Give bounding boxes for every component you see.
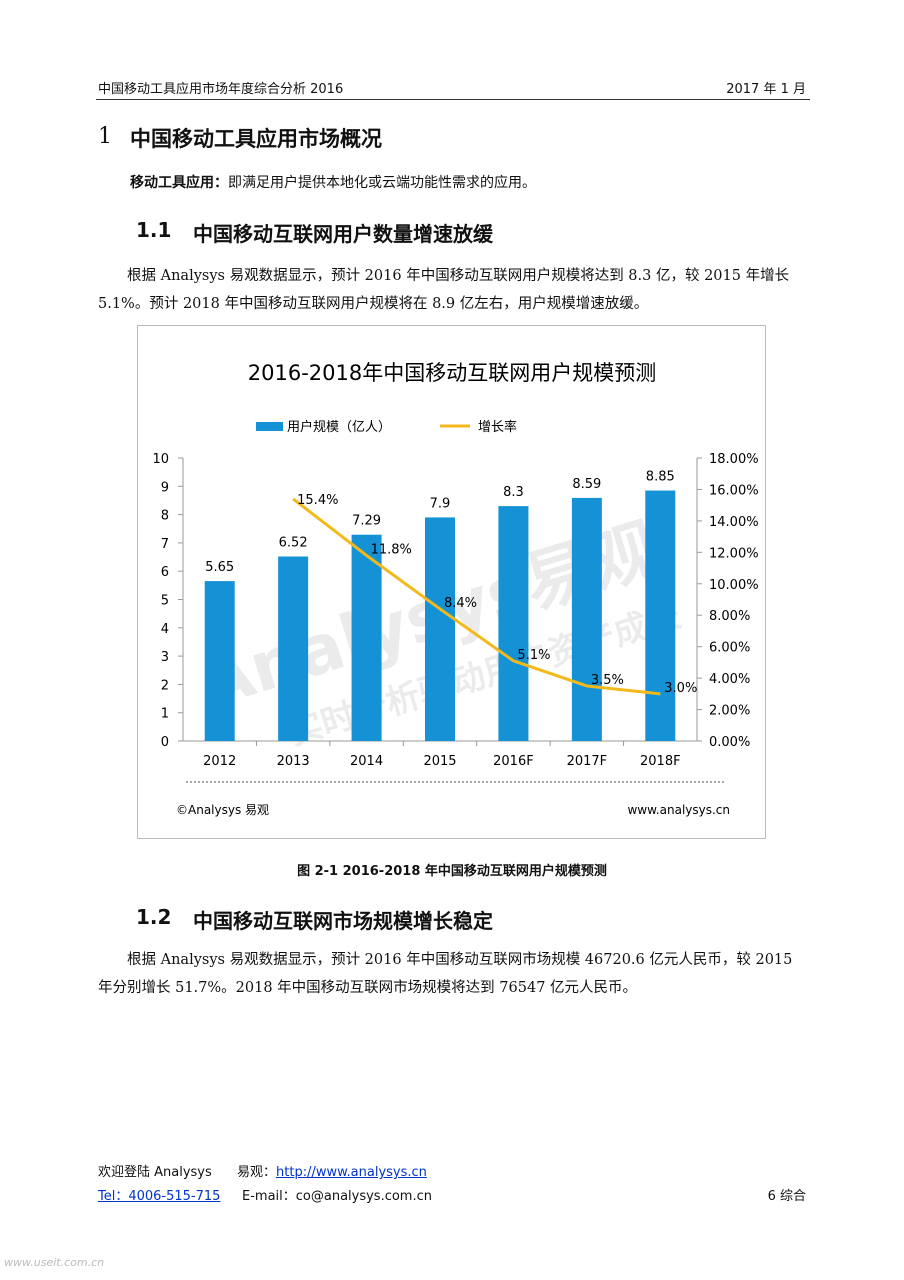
caption: 图 2-1 2016-2018 年中国移动互联网用户规模预测 [297,864,607,879]
legend-swatch [256,422,283,431]
bar [204,581,235,741]
y2-tick-label: 4.00% [709,672,750,687]
footer-brand: 易观： [237,1165,277,1180]
y2-tick-label: 14.00% [709,515,759,530]
y-tick-label: 10 [152,452,169,467]
y-tick-label: 8 [161,509,169,524]
chart-website: www.analysys.cn [627,803,730,817]
bar-label: 5.65 [205,560,234,575]
bar-label: 6.52 [279,535,308,550]
line-label: 3.0% [664,681,697,696]
footer-link[interactable]: http://www.analysys.cn [276,1165,427,1180]
x-tick-label: 2016F [493,754,534,769]
bar-label: 8.59 [572,477,601,492]
y-tick-label: 7 [161,537,169,552]
line-label: 3.5% [591,673,624,688]
section-title: 中国移动互联网用户数量增速放缓 [193,222,493,246]
bar [425,517,455,741]
bar [645,490,676,741]
y-tick-label: 0 [161,735,169,750]
line-label: 8.4% [444,596,477,611]
y-tick-label: 6 [161,565,169,580]
header-right: 2017 年 1 月 [726,82,806,97]
y2-tick-label: 8.00% [709,609,750,624]
footer-page: 6 综合 [767,1189,806,1204]
footer-email: E-mail：co@analysys.com.cn [242,1189,432,1204]
paragraph: 根据 Analysys 易观数据显示，预计 2016 年中国移动互联网市场规模 … [98,952,793,996]
y-tick-label: 3 [161,650,169,665]
footer-tel: Tel：4006-515-715 [98,1189,221,1204]
y-tick-label: 9 [161,480,169,495]
definition-text: 即满足用户提供本地化或云端功能性需求的应用。 [228,175,536,191]
section-title: 中国移动互联网市场规模增长稳定 [193,909,493,933]
legend-label: 增长率 [478,419,517,435]
paragraph: 根据 Analysys 易观数据显示，预计 2016 年中国移动互联网用户规模将… [98,268,790,312]
bar-label: 8.3 [503,485,524,500]
section-number: 1.1 [136,218,172,242]
bar [278,556,309,741]
bar [351,534,382,741]
y2-tick-label: 12.00% [709,546,759,561]
legend-label: 用户规模（亿人） [287,419,391,435]
bar-label: 7.9 [430,496,451,511]
y2-tick-label: 16.00% [709,483,759,498]
y2-tick-label: 10.00% [709,578,759,593]
x-tick-label: 2014 [350,754,383,769]
chart-source: ©Analysys 易观 [176,803,269,817]
x-tick-label: 2012 [203,754,236,769]
footer-welcome: 欢迎登陆 Analysys [98,1165,212,1180]
y2-tick-label: 18.00% [709,452,759,467]
y-tick-label: 4 [161,622,169,637]
line-label: 15.4% [297,493,338,508]
site-watermark: www.useit.com.cn [4,1256,105,1269]
x-tick-label: 2013 [277,754,310,769]
line-label: 5.1% [517,648,550,663]
y2-tick-label: 2.00% [709,704,750,719]
definition-term: 移动工具应用： [130,175,228,191]
bar [571,497,602,741]
heading-title: 中国移动工具应用市场概况 [130,127,382,151]
y-tick-label: 1 [161,707,169,722]
header-rule [96,99,810,100]
x-tick-label: 2018F [640,754,681,769]
y2-tick-label: 0.00% [709,735,750,750]
header-left: 中国移动工具应用市场年度综合分析 2016 [98,82,344,97]
line-label: 11.8% [371,542,412,557]
bar-label: 7.29 [352,514,381,529]
bar-label: 8.85 [646,470,675,485]
chart-title: 2016-2018年中国移动互联网用户规模预测 [248,361,656,385]
bar [498,506,529,741]
y-tick-label: 5 [161,594,169,609]
y2-tick-label: 6.00% [709,641,750,656]
chart: 2016-2018年中国移动互联网用户规模预测 ©Analysys 易观 www… [137,325,766,839]
heading-number: 1 [98,124,112,149]
line [292,497,661,696]
x-tick-label: 2017F [567,754,608,769]
x-tick-label: 2015 [423,754,456,769]
y-tick-label: 2 [161,678,169,693]
section-number: 1.2 [136,905,172,929]
